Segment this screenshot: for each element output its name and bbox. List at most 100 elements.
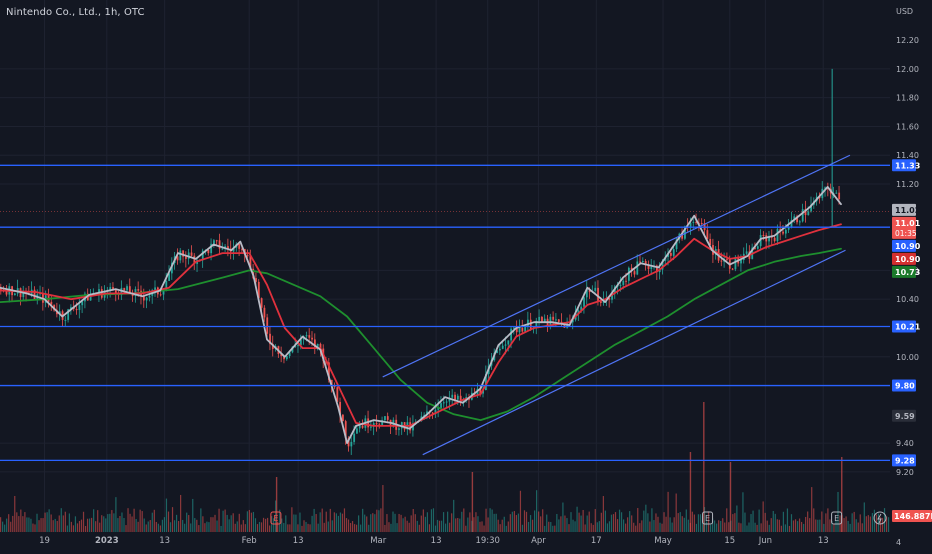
price-countdown: 01:35 <box>895 229 917 238</box>
volume-bar <box>190 523 192 532</box>
volume-bar <box>319 512 321 532</box>
volume-bar <box>42 518 44 532</box>
candle-body <box>552 316 555 320</box>
volume-bar <box>420 515 422 532</box>
candle-body <box>260 298 263 308</box>
candle-body <box>112 287 114 291</box>
x-tick-label: 17 <box>591 536 602 546</box>
volume-bar <box>764 512 766 532</box>
volume-bar <box>671 522 673 532</box>
x-tick-label: Jun <box>758 536 772 546</box>
volume-bar <box>576 506 578 532</box>
candle-body <box>745 251 748 254</box>
candle-body <box>255 278 257 282</box>
volume-bar <box>807 511 809 532</box>
candle-body <box>98 289 100 295</box>
y-tick-label-small: 4 <box>896 538 901 547</box>
candle-body <box>599 301 602 303</box>
volume-bar <box>813 508 815 532</box>
volume-bar <box>677 513 679 532</box>
volume-bar <box>428 524 431 532</box>
volume-bar <box>657 516 659 532</box>
volume-bar <box>64 511 66 532</box>
candle-body <box>257 281 260 299</box>
volume-bar <box>709 524 712 532</box>
volume-bar <box>712 518 714 532</box>
volume-bar <box>665 516 667 532</box>
volume-bar <box>372 513 374 532</box>
volume-bar <box>685 509 687 532</box>
volume-bar <box>594 509 596 532</box>
volume-bar <box>28 517 30 532</box>
candle-body <box>353 433 356 442</box>
volume-bar <box>66 525 68 532</box>
candle-body <box>283 356 285 360</box>
candle-body <box>608 298 611 300</box>
volume-bar <box>772 510 774 532</box>
volume-bar <box>663 512 665 532</box>
volume-bar <box>509 514 511 532</box>
price-tag <box>892 252 916 265</box>
volume-bar <box>501 519 503 532</box>
volume-bar <box>287 524 289 532</box>
candle-body <box>137 289 140 291</box>
volume-bar <box>833 523 835 532</box>
volume-bar <box>54 518 56 532</box>
price-tag-label: 10.21 <box>895 323 921 332</box>
candle-body <box>527 319 529 327</box>
volume-bar <box>145 524 147 532</box>
volume-bar <box>252 511 255 532</box>
volume-bar <box>760 523 762 532</box>
candle-body <box>689 222 692 227</box>
candle-body <box>182 250 185 257</box>
x-tick-label: 2023 <box>95 536 119 546</box>
volume-bar <box>412 508 414 532</box>
candle-body <box>5 290 8 295</box>
volume-bar <box>212 517 214 532</box>
candle-body <box>437 407 440 410</box>
volume-bar <box>374 514 376 532</box>
lightning-icon[interactable] <box>873 511 887 525</box>
volume-bar <box>256 524 259 532</box>
volume-bar <box>788 525 791 532</box>
candle-body <box>232 247 235 252</box>
volume-bar <box>230 515 232 532</box>
x-tick-label: 15 <box>724 536 735 546</box>
volume-bar <box>855 519 857 532</box>
volume-bar <box>703 507 706 532</box>
x-tick-label: Mar <box>370 536 387 546</box>
volume-bar <box>396 523 398 532</box>
candle-body <box>734 257 737 270</box>
volume-bar <box>392 511 394 532</box>
volume-bar <box>718 520 720 532</box>
volume-bar <box>376 509 378 532</box>
candle-body <box>81 301 84 306</box>
volume-bar <box>564 515 566 532</box>
volume-bar <box>463 508 465 532</box>
candle-body <box>126 286 128 291</box>
volume-bar <box>200 508 202 532</box>
candle-body <box>790 220 793 227</box>
candle-body <box>162 290 165 295</box>
volume-bar <box>236 521 238 532</box>
volume-bar <box>426 512 428 532</box>
volume-bar <box>2 521 4 532</box>
volume-bar <box>604 510 606 532</box>
volume-bar <box>782 511 784 532</box>
candle-body <box>75 309 78 311</box>
volume-bar <box>620 512 623 532</box>
volume-bar <box>38 520 40 532</box>
candle-body <box>541 316 543 322</box>
candle-body <box>241 248 243 250</box>
volume-bar <box>186 512 188 532</box>
volume-bar <box>135 518 137 532</box>
candle-body <box>238 243 241 249</box>
volume-bar <box>76 523 79 532</box>
volume-bar <box>44 512 46 532</box>
volume-bar <box>370 514 372 532</box>
volume-bar <box>264 518 267 532</box>
candle-body <box>597 287 599 302</box>
candle-body <box>773 237 776 242</box>
